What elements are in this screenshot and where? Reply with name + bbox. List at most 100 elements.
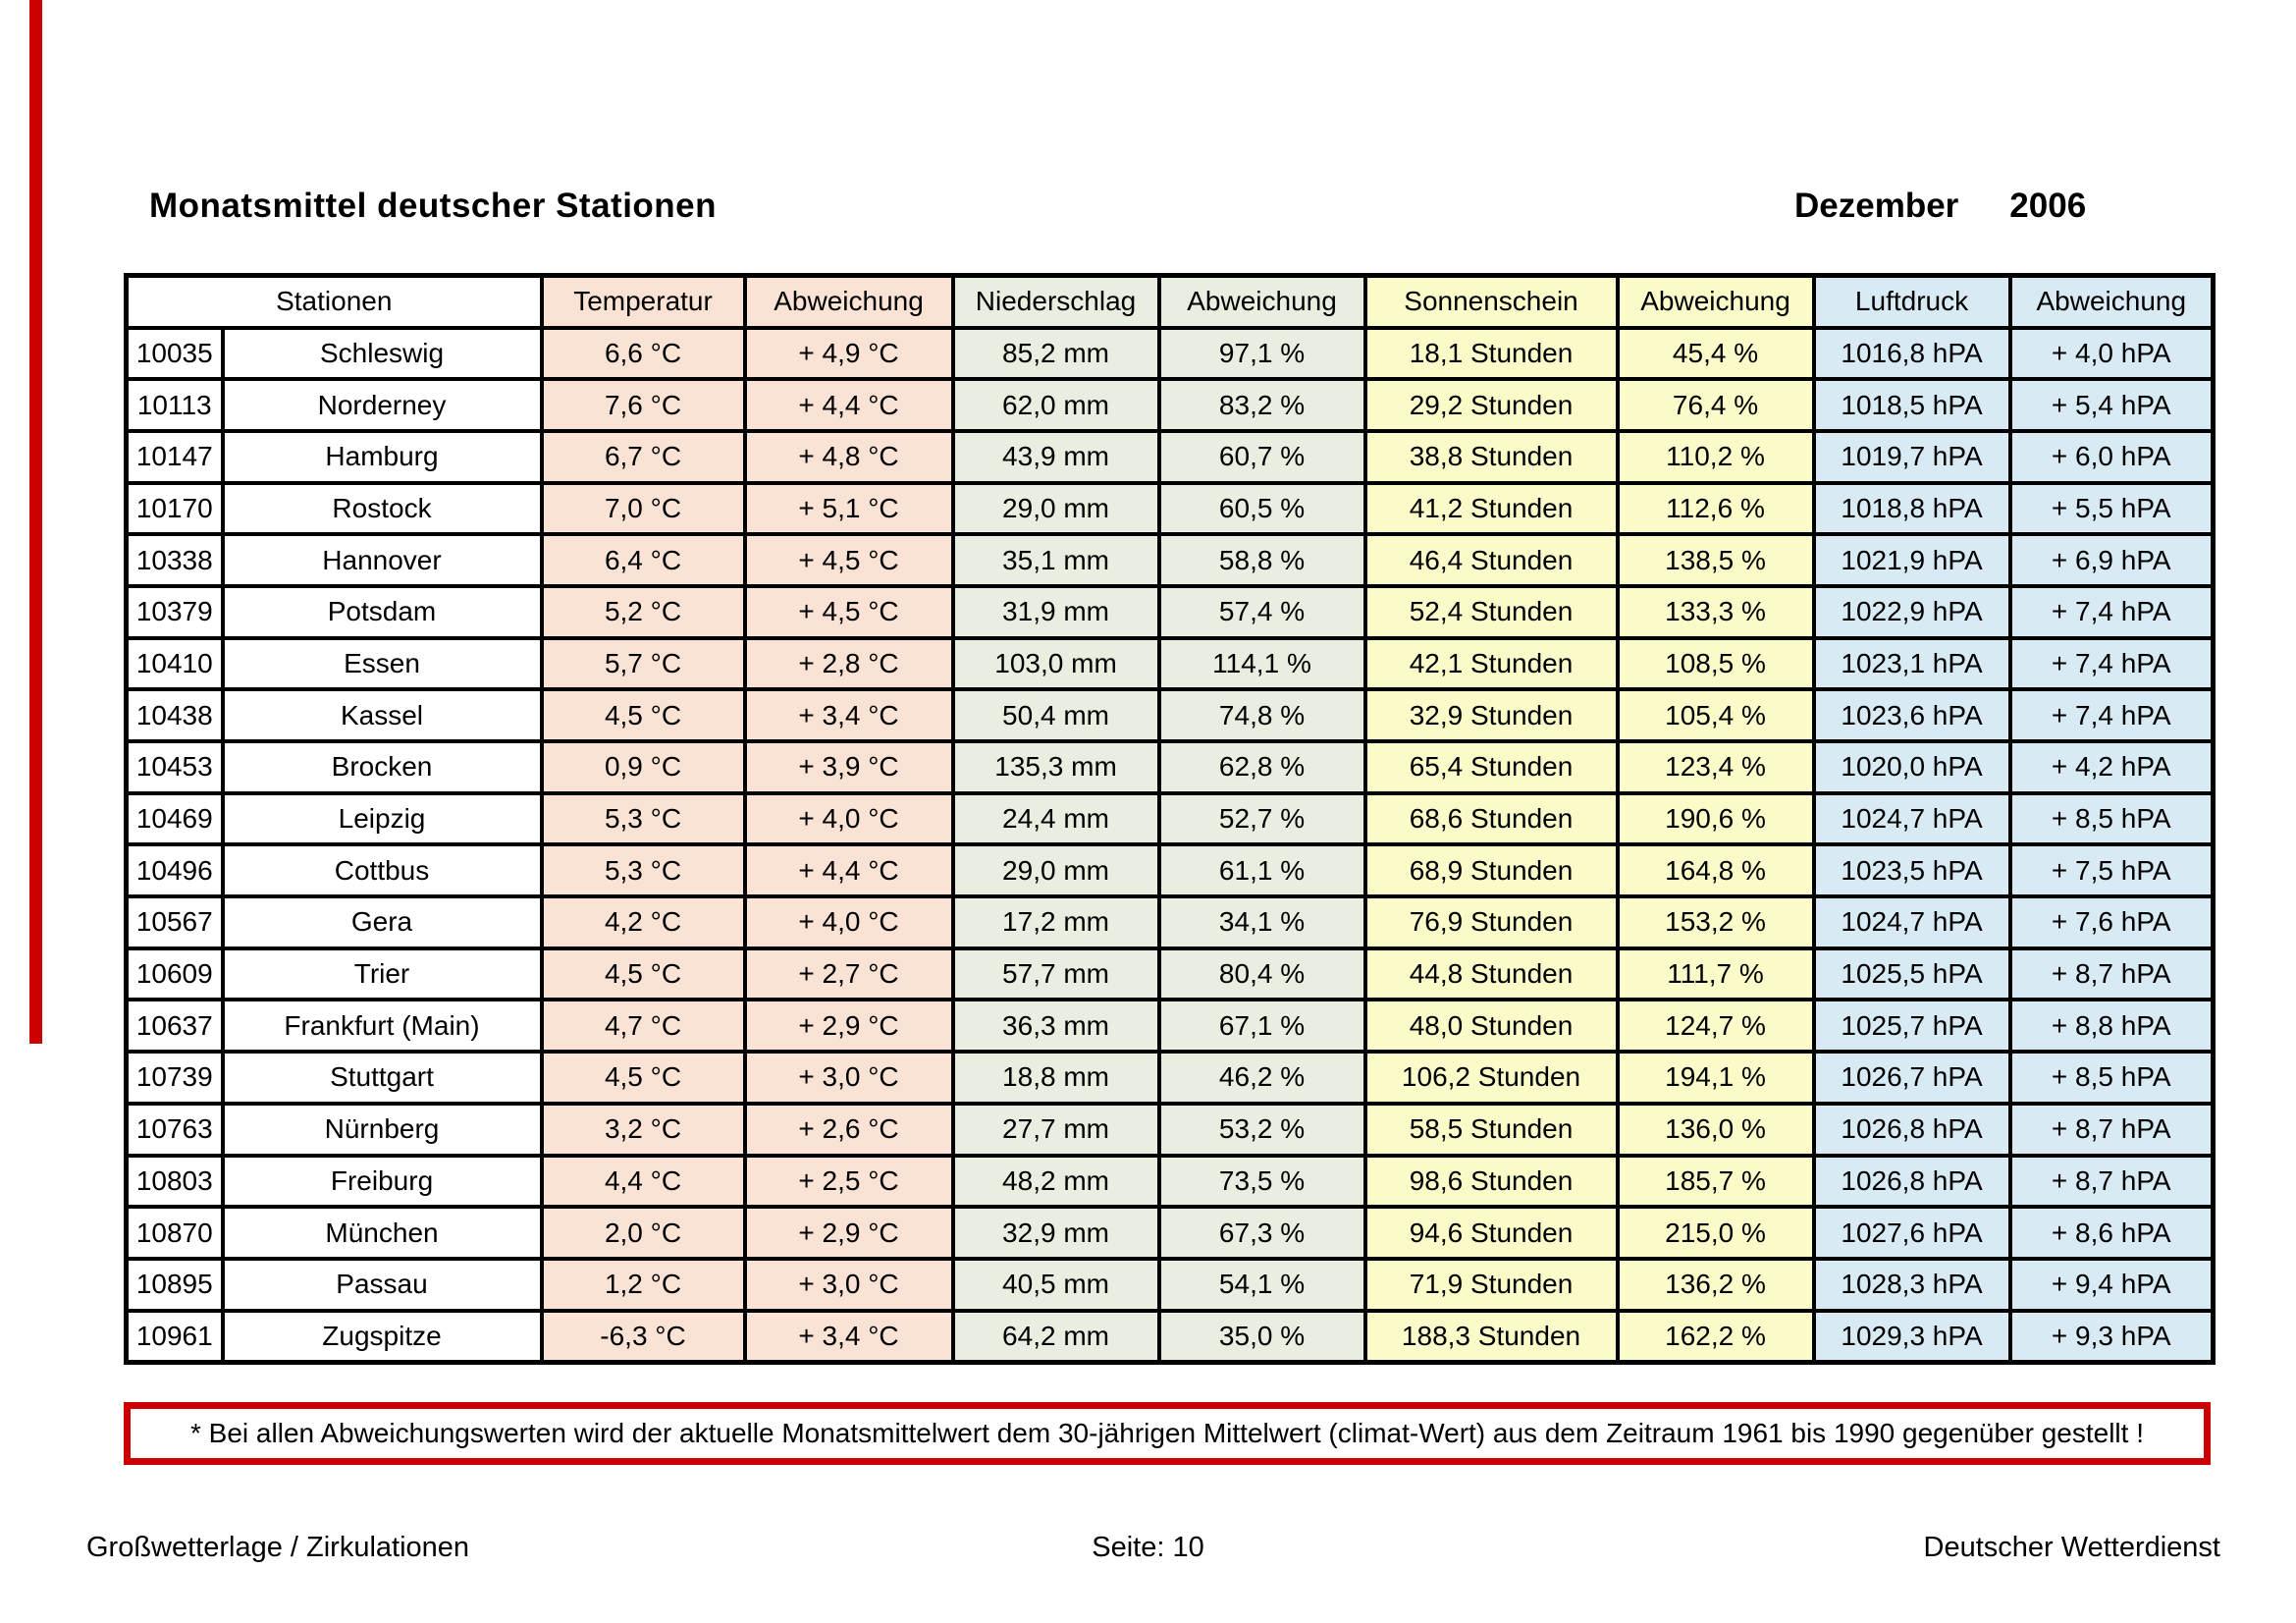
pressure-value: 1026,8 hPA	[1811, 1153, 2012, 1210]
table-row: 10961 Zugspitze -6,3 °C + 3,4 °C 64,2 mm…	[124, 1308, 2216, 1365]
station-name: Passau	[220, 1256, 544, 1313]
temperature-deviation: + 4,0 °C	[742, 894, 955, 950]
station-id: 10567	[124, 894, 225, 950]
temperature-deviation: + 3,0 °C	[742, 1256, 955, 1313]
pressure-deviation: + 8,5 hPA	[2007, 790, 2216, 847]
station-name: Norderney	[220, 377, 544, 433]
footer-section-title: Großwetterlage / Zirkulationen	[86, 1532, 470, 1563]
sunshine-value: 38,8 Stunden	[1362, 428, 1620, 485]
pressure-deviation: + 9,4 hPA	[2007, 1256, 2216, 1313]
pressure-deviation: + 6,9 hPA	[2007, 532, 2216, 588]
sunshine-deviation: 215,0 %	[1615, 1205, 1816, 1261]
precipitation-deviation: 83,2 %	[1156, 377, 1367, 433]
footer-organization: Deutscher Wetterdienst	[1923, 1532, 2221, 1563]
station-name: Trier	[220, 946, 544, 1002]
header-niederschlag-abweichung: Abweichung	[1156, 273, 1367, 330]
temperature-deviation: + 5,1 °C	[742, 480, 955, 537]
precipitation-deviation: 60,7 %	[1156, 428, 1367, 485]
pressure-deviation: + 8,7 hPA	[2007, 946, 2216, 1002]
temperature-deviation: + 4,5 °C	[742, 532, 955, 588]
temperature-value: 3,2 °C	[539, 1101, 747, 1158]
pressure-value: 1018,5 hPA	[1811, 377, 2012, 433]
footer-page-number: Seite: 10	[1092, 1532, 1204, 1563]
sunshine-deviation: 112,6 %	[1615, 480, 1816, 537]
precipitation-value: 27,7 mm	[950, 1101, 1161, 1158]
sunshine-deviation: 194,1 %	[1615, 1050, 1816, 1106]
temperature-deviation: + 4,8 °C	[742, 428, 955, 485]
precipitation-deviation: 67,3 %	[1156, 1205, 1367, 1261]
header-temperatur: Temperatur	[539, 273, 747, 330]
precipitation-value: 31,9 mm	[950, 583, 1161, 640]
precipitation-value: 57,7 mm	[950, 946, 1161, 1002]
temperature-value: 5,7 °C	[539, 635, 747, 692]
table-row: 10453 Brocken 0,9 °C + 3,9 °C 135,3 mm 6…	[124, 739, 2216, 795]
precipitation-deviation: 97,1 %	[1156, 325, 1367, 382]
table-header: Stationen Temperatur Abweichung Niedersc…	[124, 273, 2216, 330]
station-name: Freiburg	[220, 1153, 544, 1210]
station-name: Hamburg	[220, 428, 544, 485]
temperature-value: 6,4 °C	[539, 532, 747, 588]
sunshine-value: 32,9 Stunden	[1362, 687, 1620, 743]
sunshine-deviation: 162,2 %	[1615, 1308, 1816, 1365]
temperature-value: 4,2 °C	[539, 894, 747, 950]
sunshine-deviation: 138,5 %	[1615, 532, 1816, 588]
precipitation-deviation: 58,8 %	[1156, 532, 1367, 588]
temperature-value: 7,6 °C	[539, 377, 747, 433]
sunshine-deviation: 190,6 %	[1615, 790, 1816, 847]
table-row: 10035 Schleswig 6,6 °C + 4,9 °C 85,2 mm …	[124, 325, 2216, 382]
temperature-value: 4,4 °C	[539, 1153, 747, 1210]
header-sonnenschein: Sonnenschein	[1362, 273, 1620, 330]
precipitation-deviation: 35,0 %	[1156, 1308, 1367, 1365]
station-id: 10895	[124, 1256, 225, 1313]
sunshine-value: 41,2 Stunden	[1362, 480, 1620, 537]
temperature-deviation: + 2,9 °C	[742, 998, 955, 1055]
table-row: 10637 Frankfurt (Main) 4,7 °C + 2,9 °C 3…	[124, 998, 2216, 1055]
table-row: 10379 Potsdam 5,2 °C + 4,5 °C 31,9 mm 57…	[124, 583, 2216, 640]
precipitation-value: 64,2 mm	[950, 1308, 1161, 1365]
sunshine-deviation: 164,8 %	[1615, 842, 1816, 899]
precipitation-value: 32,9 mm	[950, 1205, 1161, 1261]
precipitation-deviation: 34,1 %	[1156, 894, 1367, 950]
pressure-deviation: + 5,5 hPA	[2007, 480, 2216, 537]
pressure-deviation: + 4,0 hPA	[2007, 325, 2216, 382]
precipitation-value: 36,3 mm	[950, 998, 1161, 1055]
station-name: Gera	[220, 894, 544, 950]
header-sonnenschein-abweichung: Abweichung	[1615, 273, 1816, 330]
temperature-value: 4,7 °C	[539, 998, 747, 1055]
pressure-deviation: + 8,5 hPA	[2007, 1050, 2216, 1106]
sunshine-deviation: 136,2 %	[1615, 1256, 1816, 1313]
sunshine-value: 42,1 Stunden	[1362, 635, 1620, 692]
sunshine-deviation: 133,3 %	[1615, 583, 1816, 640]
header-stationen: Stationen	[124, 273, 544, 330]
station-name: Schleswig	[220, 325, 544, 382]
station-id: 10870	[124, 1205, 225, 1261]
station-name: Brocken	[220, 739, 544, 795]
sunshine-value: 58,5 Stunden	[1362, 1101, 1620, 1158]
station-id: 10035	[124, 325, 225, 382]
precipitation-value: 48,2 mm	[950, 1153, 1161, 1210]
station-name: Potsdam	[220, 583, 544, 640]
sunshine-value: 46,4 Stunden	[1362, 532, 1620, 588]
precipitation-value: 50,4 mm	[950, 687, 1161, 743]
station-id: 10147	[124, 428, 225, 485]
sunshine-value: 76,9 Stunden	[1362, 894, 1620, 950]
station-id: 10410	[124, 635, 225, 692]
station-name: Rostock	[220, 480, 544, 537]
pressure-value: 1024,7 hPA	[1811, 790, 2012, 847]
precipitation-deviation: 46,2 %	[1156, 1050, 1367, 1106]
station-id: 10609	[124, 946, 225, 1002]
temperature-value: 6,6 °C	[539, 325, 747, 382]
precipitation-deviation: 60,5 %	[1156, 480, 1367, 537]
precipitation-deviation: 67,1 %	[1156, 998, 1367, 1055]
pressure-value: 1020,0 hPA	[1811, 739, 2012, 795]
header-luftdruck: Luftdruck	[1811, 273, 2012, 330]
temperature-value: 7,0 °C	[539, 480, 747, 537]
station-id: 10438	[124, 687, 225, 743]
pressure-deviation: + 6,0 hPA	[2007, 428, 2216, 485]
precipitation-value: 24,4 mm	[950, 790, 1161, 847]
table-row: 10147 Hamburg 6,7 °C + 4,8 °C 43,9 mm 60…	[124, 428, 2216, 485]
pressure-deviation: + 8,7 hPA	[2007, 1153, 2216, 1210]
station-name: Frankfurt (Main)	[220, 998, 544, 1055]
temperature-deviation: + 3,4 °C	[742, 1308, 955, 1365]
header-luftdruck-abweichung: Abweichung	[2007, 273, 2216, 330]
